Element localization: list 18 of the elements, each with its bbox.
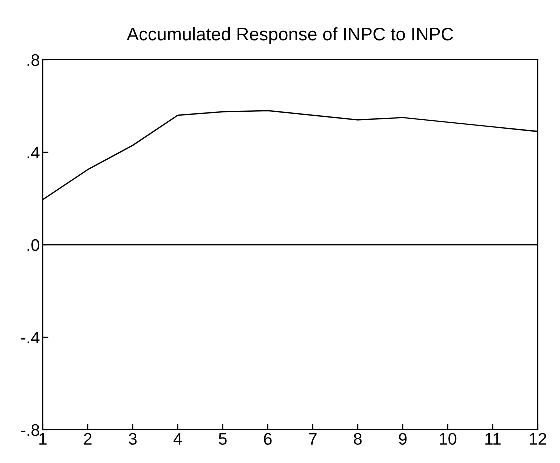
x-tick-label: 9 xyxy=(399,433,407,446)
x-tick-label: 1 xyxy=(40,433,47,445)
x-tick-label: 6 xyxy=(264,433,272,446)
x-tick-label: 5 xyxy=(219,433,227,446)
x-tick-label: 3 xyxy=(129,433,137,446)
x-tick-label: 10 xyxy=(440,433,457,446)
y-tick-label: .8 xyxy=(28,54,40,66)
chart-title: Accumulated Response of INPC to INPC xyxy=(126,27,454,44)
x-tick-label: 4 xyxy=(174,433,182,445)
x-tick-label: 7 xyxy=(309,433,317,445)
x-tick-label: 12 xyxy=(530,433,546,445)
y-tick-label: .4 xyxy=(28,147,40,159)
y-tick-label: -.8 xyxy=(22,424,40,436)
y-tick-label: -.4 xyxy=(22,332,40,344)
x-tick-label: 11 xyxy=(486,433,501,445)
x-tick-label: 2 xyxy=(84,433,92,445)
y-tick-label: .0 xyxy=(28,239,40,252)
x-tick-label: 8 xyxy=(354,433,362,446)
